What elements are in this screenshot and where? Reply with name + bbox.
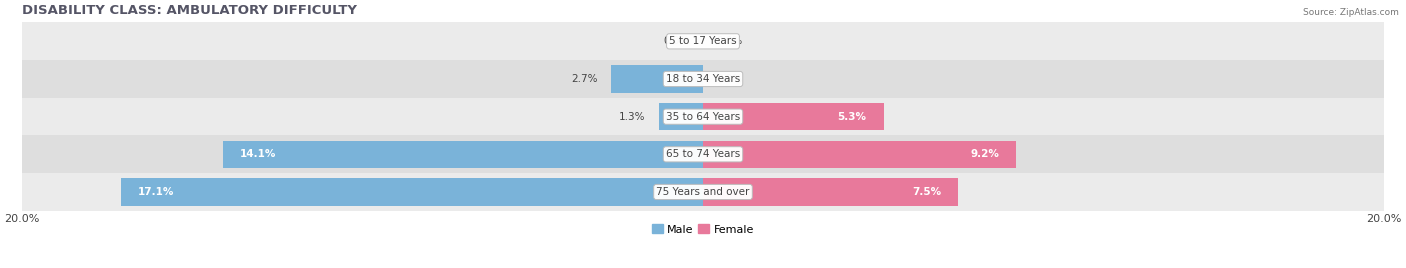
Text: 0.0%: 0.0% xyxy=(664,36,689,46)
Bar xyxy=(659,103,703,130)
Text: Source: ZipAtlas.com: Source: ZipAtlas.com xyxy=(1303,8,1399,17)
Bar xyxy=(22,23,1384,60)
Bar xyxy=(22,173,1384,211)
Bar xyxy=(222,141,703,168)
Bar xyxy=(22,60,1384,98)
Text: 35 to 64 Years: 35 to 64 Years xyxy=(666,112,740,122)
Text: 17.1%: 17.1% xyxy=(138,187,174,197)
Bar xyxy=(703,103,883,130)
Legend: Male, Female: Male, Female xyxy=(647,220,759,239)
Text: 7.5%: 7.5% xyxy=(912,187,942,197)
Text: 65 to 74 Years: 65 to 74 Years xyxy=(666,149,740,159)
Bar xyxy=(612,65,703,92)
Bar xyxy=(703,141,1017,168)
Bar xyxy=(121,178,703,206)
Text: 2.7%: 2.7% xyxy=(571,74,598,84)
Text: 5 to 17 Years: 5 to 17 Years xyxy=(669,36,737,46)
Text: 5.3%: 5.3% xyxy=(838,112,866,122)
Text: 75 Years and over: 75 Years and over xyxy=(657,187,749,197)
Text: 9.2%: 9.2% xyxy=(970,149,1000,159)
Text: 18 to 34 Years: 18 to 34 Years xyxy=(666,74,740,84)
Text: 0.0%: 0.0% xyxy=(717,36,742,46)
Text: 14.1%: 14.1% xyxy=(240,149,276,159)
Text: 0.0%: 0.0% xyxy=(717,74,742,84)
Text: DISABILITY CLASS: AMBULATORY DIFFICULTY: DISABILITY CLASS: AMBULATORY DIFFICULTY xyxy=(22,4,357,17)
Text: 1.3%: 1.3% xyxy=(619,112,645,122)
Bar xyxy=(703,178,959,206)
Bar xyxy=(22,98,1384,136)
Bar xyxy=(22,136,1384,173)
